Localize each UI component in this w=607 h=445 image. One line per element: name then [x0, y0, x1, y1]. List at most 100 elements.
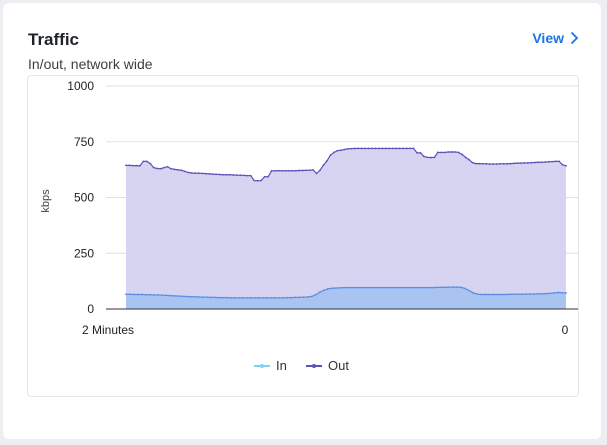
- out-series-point: [128, 164, 131, 167]
- in-series-point: [363, 286, 366, 289]
- in-series-point: [411, 286, 414, 289]
- out-series-point: [187, 171, 190, 174]
- out-series-point: [142, 160, 145, 163]
- view-link[interactable]: View: [532, 30, 579, 46]
- out-series-point: [481, 162, 484, 165]
- in-series-point: [512, 293, 515, 296]
- in-series-point: [262, 296, 265, 299]
- in-series-point: [375, 286, 378, 289]
- in-series-point: [431, 286, 434, 289]
- out-series-point: [565, 164, 567, 167]
- out-series-point: [339, 149, 342, 152]
- out-series-point: [326, 160, 328, 162]
- out-series-point: [267, 175, 269, 178]
- out-series-point: [426, 156, 429, 159]
- in-series-point: [169, 294, 172, 297]
- out-series-point: [287, 169, 290, 172]
- in-series-point: [205, 296, 208, 299]
- in-series-point: [387, 286, 390, 289]
- out-series-point: [395, 147, 398, 150]
- in-series-point: [407, 286, 410, 289]
- out-series-point: [388, 147, 391, 150]
- in-series-point: [472, 292, 475, 294]
- out-series-point: [138, 164, 141, 167]
- in-series-point: [173, 294, 176, 297]
- in-series-point: [149, 293, 152, 296]
- out-series-point: [132, 164, 134, 167]
- in-series-point: [161, 294, 164, 297]
- out-series-point: [499, 162, 502, 165]
- out-series-point: [125, 164, 127, 167]
- in-series-area: [126, 287, 566, 309]
- in-series-point: [181, 295, 184, 298]
- out-series-point: [211, 173, 214, 175]
- in-series-point: [230, 296, 232, 299]
- out-series-point: [222, 173, 224, 176]
- out-series-point: [412, 147, 415, 150]
- in-series-point: [536, 292, 539, 295]
- in-series-point: [217, 296, 220, 299]
- in-series-point: [322, 289, 325, 292]
- out-series-point: [495, 163, 498, 165]
- in-series-point: [492, 293, 495, 296]
- in-series-point: [141, 293, 144, 296]
- chart-container: 0 250 500 750 1000 2 Minutes 0 kbps In Out: [27, 75, 579, 397]
- in-series-point: [532, 293, 535, 295]
- out-series-point: [554, 160, 557, 163]
- out-series-point: [274, 169, 276, 172]
- series-areas: [125, 147, 567, 309]
- out-series-point: [177, 168, 179, 171]
- in-series-point: [274, 296, 277, 299]
- out-series-point: [229, 173, 231, 176]
- out-series-point: [319, 169, 321, 172]
- in-series-point: [435, 286, 438, 289]
- y-tick-label: 0: [87, 302, 94, 316]
- in-series-point: [395, 286, 398, 289]
- out-series-point: [336, 149, 339, 152]
- out-series-point: [305, 169, 308, 172]
- legend-marker: [260, 364, 264, 368]
- in-series-point: [496, 293, 499, 296]
- out-series-point: [429, 156, 432, 159]
- in-series-point: [125, 293, 127, 296]
- out-series-point: [235, 174, 238, 177]
- in-series-point: [415, 286, 418, 289]
- out-series-point: [163, 166, 166, 169]
- y-axis-label: kbps: [40, 189, 52, 213]
- in-series-point: [145, 293, 148, 296]
- out-series-point: [364, 147, 366, 150]
- out-series-point: [277, 169, 280, 172]
- out-series-point: [530, 161, 533, 164]
- out-series-point: [329, 154, 332, 157]
- in-series-point: [189, 295, 192, 298]
- out-series-point: [201, 172, 204, 175]
- out-series-point: [218, 173, 221, 176]
- legend-label: Out: [328, 358, 349, 373]
- in-series-point: [221, 296, 224, 299]
- in-series-point: [185, 295, 188, 298]
- in-series-point: [294, 296, 297, 299]
- in-series-point: [476, 293, 479, 295]
- in-series-point: [548, 292, 551, 295]
- in-series-point: [504, 293, 507, 296]
- out-series-point: [468, 158, 470, 161]
- out-series-point: [544, 161, 547, 163]
- out-series-point: [558, 160, 560, 163]
- out-series-point: [159, 167, 162, 170]
- axes: 0 250 500 750 1000 2 Minutes 0: [67, 79, 578, 337]
- in-series-point: [544, 292, 547, 295]
- out-series-point: [156, 167, 159, 170]
- in-series-point: [371, 286, 374, 289]
- legend-item-out[interactable]: Out: [306, 358, 349, 373]
- out-series-point: [291, 169, 294, 172]
- in-series-point: [302, 296, 305, 299]
- legend-item-in[interactable]: In: [254, 358, 287, 373]
- in-series-point: [165, 294, 168, 297]
- in-series-point: [193, 295, 196, 298]
- out-series-point: [540, 161, 543, 164]
- in-series-point: [238, 296, 240, 299]
- out-series-point: [471, 161, 474, 164]
- in-series-point: [258, 296, 261, 299]
- out-series-point: [374, 147, 377, 150]
- out-series-point: [464, 156, 467, 159]
